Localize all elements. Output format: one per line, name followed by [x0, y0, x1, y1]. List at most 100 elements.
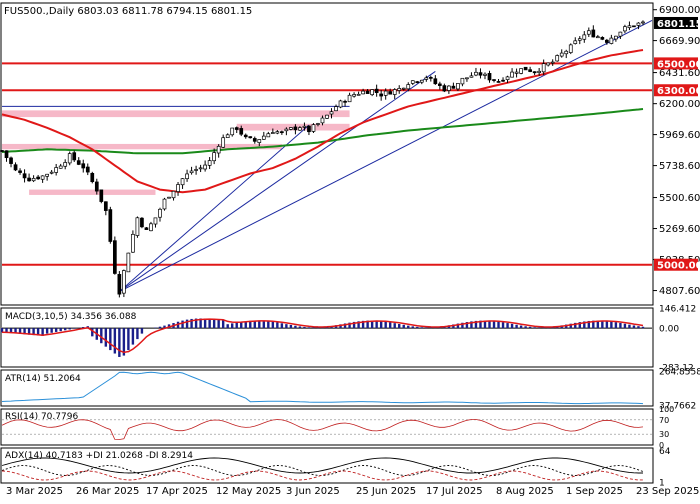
- macd-bar: [285, 324, 287, 328]
- macd-bar: [55, 328, 57, 332]
- x-tick-label: 3 Mar 2025: [6, 486, 63, 497]
- candle-body: [465, 78, 468, 79]
- candle-body: [520, 69, 523, 74]
- candle-body: [574, 41, 577, 44]
- macd-bar: [136, 328, 138, 339]
- candle-body: [100, 190, 103, 202]
- candle-body: [587, 31, 590, 34]
- macd-bar: [529, 327, 531, 328]
- macd-bar: [69, 328, 71, 329]
- candle-body: [461, 78, 464, 84]
- candle-body: [479, 73, 482, 76]
- candle-body: [524, 67, 527, 70]
- x-tick-label: 8 Aug 2025: [496, 486, 554, 497]
- candle-body: [398, 88, 401, 90]
- candle-body: [217, 146, 220, 153]
- candle-body: [109, 210, 112, 242]
- candle-body: [64, 162, 67, 166]
- macd-bar: [303, 327, 305, 328]
- y-tick-label: 6900.00: [659, 5, 700, 16]
- candle-body: [447, 86, 450, 90]
- candle-body: [298, 128, 301, 131]
- candle-body: [1, 150, 4, 151]
- macd-bar: [114, 328, 116, 353]
- candle-body: [46, 174, 49, 176]
- candle-body: [280, 132, 283, 133]
- last-price-tag-label: 6801.15: [657, 19, 700, 30]
- candle-body: [73, 153, 76, 160]
- candle-body: [610, 38, 613, 43]
- macd-bar: [181, 321, 183, 329]
- candle-body: [37, 177, 40, 179]
- candle-body: [389, 92, 392, 95]
- candle-body: [339, 101, 342, 107]
- candle-body: [502, 80, 505, 81]
- candle-body: [244, 135, 247, 137]
- candle-body: [195, 169, 198, 170]
- level-tag-label: 6500.00: [657, 59, 700, 70]
- macd-bar: [606, 321, 608, 328]
- candle-body: [181, 179, 184, 185]
- macd-bar: [222, 320, 224, 328]
- macd-bar: [425, 327, 427, 328]
- candle-body: [407, 85, 410, 89]
- x-tick-label: 12 May 2025: [216, 486, 281, 497]
- candle-body: [623, 27, 626, 31]
- candle-body: [226, 135, 229, 138]
- candle-body: [560, 53, 563, 56]
- candle-body: [113, 241, 116, 274]
- macd-y-tick: 146.412: [659, 305, 696, 315]
- candle-body: [641, 22, 644, 23]
- macd-bar: [619, 323, 621, 328]
- candle-body: [303, 126, 306, 127]
- candle-body: [321, 118, 324, 123]
- macd-bar: [493, 321, 495, 328]
- resistance-zone-3: [29, 190, 155, 195]
- macd-bar: [416, 327, 418, 328]
- macd-bar: [398, 324, 400, 328]
- candle-body: [199, 168, 202, 169]
- candle-body: [316, 123, 319, 124]
- macd-bar: [208, 319, 210, 328]
- candle-body: [91, 173, 94, 181]
- candle-body: [235, 128, 238, 130]
- macd-bar: [127, 328, 129, 350]
- macd-bar: [403, 325, 405, 328]
- macd-bar: [231, 323, 233, 328]
- macd-bar: [281, 323, 283, 328]
- macd-bar: [384, 322, 386, 328]
- resistance-zone-1: [237, 124, 350, 131]
- candle-body: [140, 218, 143, 227]
- candle-body: [425, 78, 428, 80]
- candle-body: [452, 86, 455, 88]
- macd-bar: [272, 322, 274, 328]
- x-tick-label: 17 Jul 2025: [426, 486, 483, 497]
- y-tick-label: 4807.60: [659, 286, 700, 297]
- candle-body: [118, 274, 121, 294]
- x-tick-label: 23 Sep 2025: [636, 486, 699, 497]
- candle-body: [136, 218, 139, 236]
- candle-body: [547, 63, 550, 65]
- macd-bar: [73, 328, 75, 329]
- candle-body: [362, 91, 365, 94]
- candle-body: [312, 125, 315, 132]
- macd-bar: [50, 328, 52, 333]
- candle-body: [149, 224, 152, 231]
- candle-body: [515, 72, 518, 73]
- macd-label: MACD(3,10,5) 34.356 36.088: [5, 312, 137, 322]
- y-tick-label: 6200.00: [659, 99, 700, 110]
- candle-body: [10, 158, 13, 164]
- candle-body: [240, 128, 243, 134]
- candle-body: [307, 126, 310, 132]
- candle-body: [177, 185, 180, 192]
- macd-bar: [263, 321, 265, 328]
- candle-body: [32, 178, 35, 180]
- macd-bar: [628, 325, 630, 328]
- candle-body: [619, 32, 622, 36]
- candle-body: [267, 134, 270, 137]
- candle-body: [533, 72, 536, 73]
- macd-bar: [299, 326, 301, 328]
- candle-body: [529, 70, 532, 72]
